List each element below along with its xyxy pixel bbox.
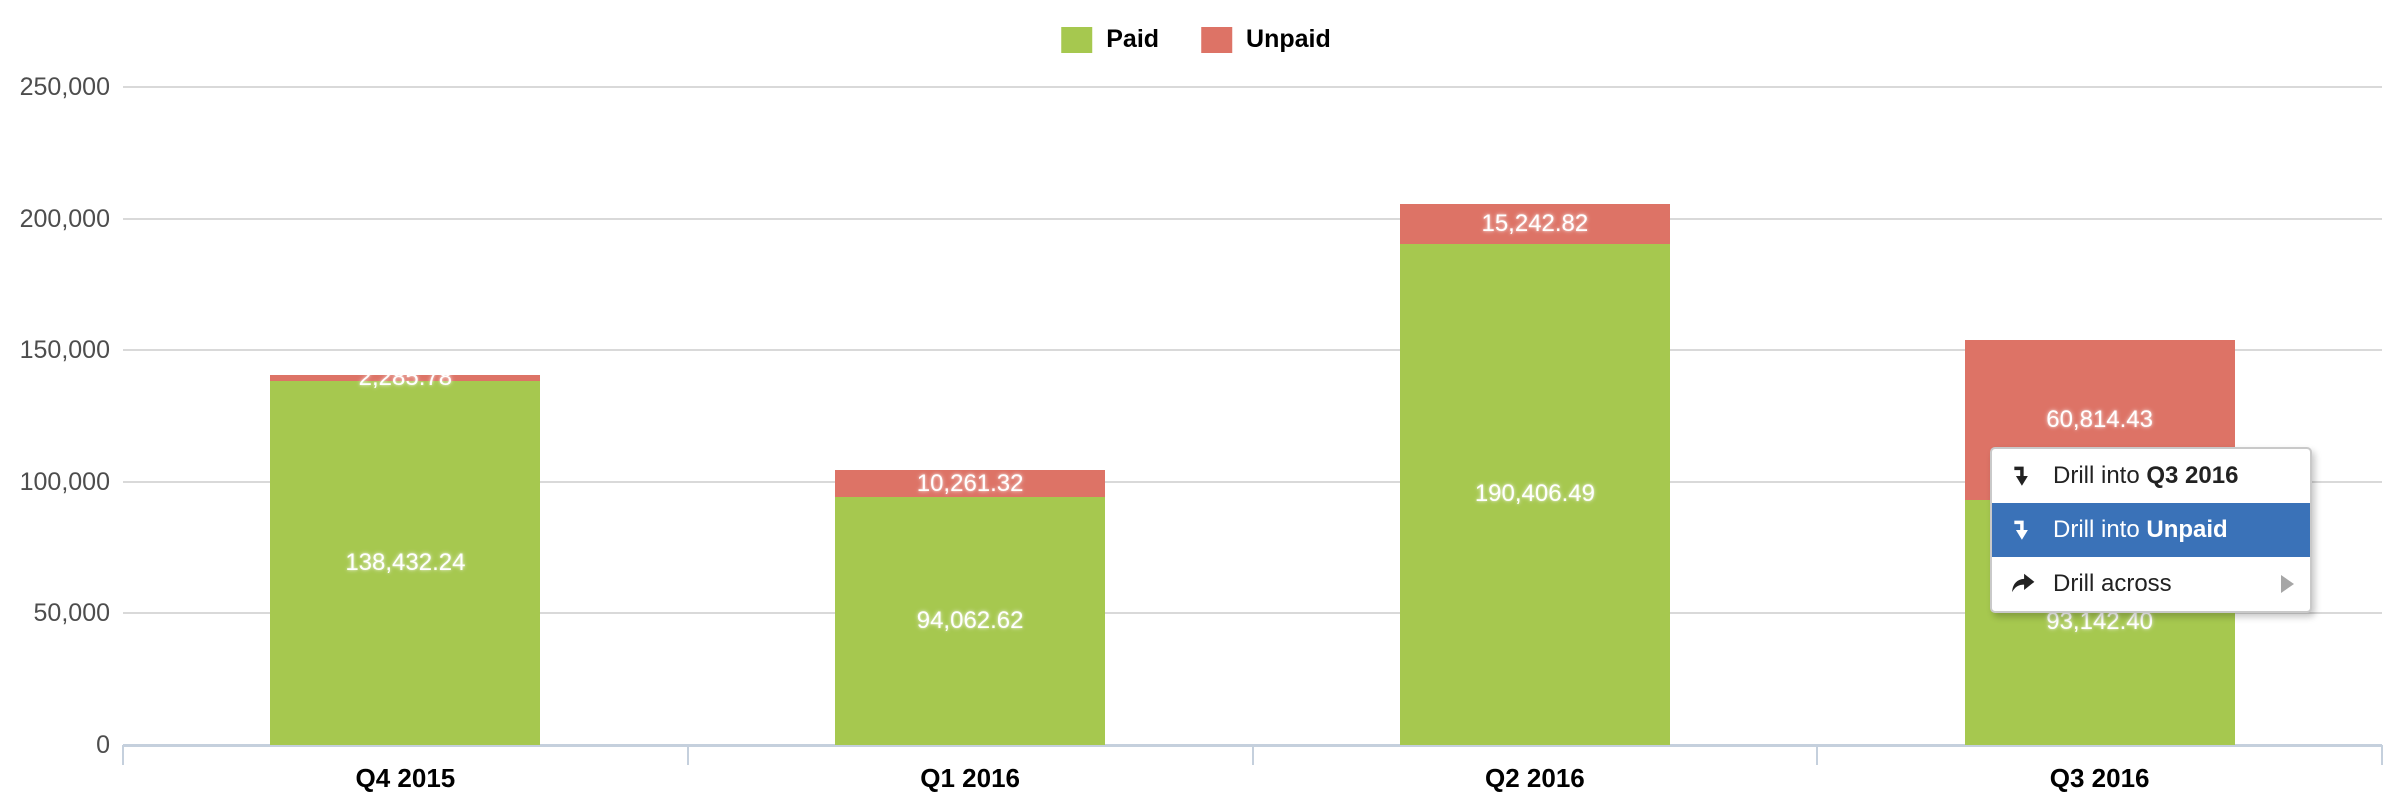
legend-item-paid[interactable]: Paid bbox=[1061, 25, 1159, 54]
drill-across-icon bbox=[2010, 571, 2036, 597]
menu-item-label: Drill into Q3 2016 bbox=[2053, 462, 2239, 489]
x-axis-label: Q1 2016 bbox=[920, 763, 1020, 793]
bar-segment-unpaid[interactable] bbox=[835, 470, 1106, 498]
bar-segment-unpaid[interactable] bbox=[270, 374, 541, 381]
x-axis-tick bbox=[1816, 745, 1819, 765]
bar-value-label-unpaid: 60,814.43 bbox=[2046, 405, 2154, 433]
x-axis-tick bbox=[1251, 745, 1254, 765]
drill-context-menu: Drill into Q3 2016 Drill into Unpaid Dri… bbox=[1990, 447, 2312, 613]
x-axis-tick bbox=[686, 745, 689, 765]
bar-value-label-unpaid: 2,285.78 bbox=[358, 363, 453, 391]
gridline bbox=[123, 480, 2382, 483]
paid-swatch-icon bbox=[1061, 26, 1093, 53]
y-axis-label: 0 bbox=[96, 731, 110, 759]
y-axis-label: 50,000 bbox=[33, 599, 110, 628]
drill-down-icon bbox=[2010, 517, 2036, 543]
legend-label-paid: Paid bbox=[1106, 25, 1160, 53]
menu-item-label: Drill into Unpaid bbox=[2053, 516, 2228, 543]
menu-item-drill-across[interactable]: Drill across bbox=[1992, 557, 2310, 611]
drill-down-icon bbox=[2010, 463, 2036, 489]
submenu-arrow-icon bbox=[2281, 575, 2294, 593]
bar-segment-paid[interactable] bbox=[835, 497, 1106, 745]
menu-item-drill-into-q3-2016[interactable]: Drill into Q3 2016 bbox=[1992, 449, 2310, 503]
menu-item-label: Drill across bbox=[2053, 570, 2172, 597]
gridline bbox=[123, 349, 2382, 352]
y-axis-label: 150,000 bbox=[19, 336, 110, 365]
bar-segment-unpaid[interactable] bbox=[1399, 203, 1670, 244]
bar-value-label-unpaid: 10,261.32 bbox=[916, 469, 1024, 497]
bar-segment-paid[interactable] bbox=[270, 380, 541, 745]
chart-legend: Paid Unpaid bbox=[1061, 25, 1331, 54]
y-axis-label: 200,000 bbox=[19, 204, 110, 233]
x-axis-tick bbox=[122, 745, 124, 765]
unpaid-swatch-icon bbox=[1201, 26, 1233, 53]
x-axis-tick bbox=[2381, 745, 2383, 765]
bar-segment-paid[interactable] bbox=[1399, 243, 1670, 745]
legend-label-unpaid: Unpaid bbox=[1246, 25, 1331, 53]
bar-value-label-unpaid: 15,242.82 bbox=[1481, 209, 1589, 237]
gridline bbox=[123, 217, 2382, 220]
y-axis-label: 250,000 bbox=[19, 73, 110, 101]
gridline bbox=[123, 86, 2382, 88]
menu-item-drill-into-unpaid[interactable]: Drill into Unpaid bbox=[1992, 503, 2310, 557]
gridline bbox=[123, 612, 2382, 615]
x-axis-label: Q2 2016 bbox=[1485, 763, 1585, 793]
x-axis-label: Q4 2015 bbox=[355, 763, 456, 793]
bar-value-label-paid: 190,406.49 bbox=[1474, 480, 1595, 508]
bar-value-label-paid: 94,062.62 bbox=[916, 607, 1024, 635]
y-axis-label: 100,000 bbox=[19, 467, 110, 496]
bar-value-label-paid: 138,432.24 bbox=[345, 548, 466, 576]
legend-item-unpaid[interactable]: Unpaid bbox=[1201, 25, 1331, 54]
x-axis-label: Q3 2016 bbox=[2049, 763, 2150, 793]
